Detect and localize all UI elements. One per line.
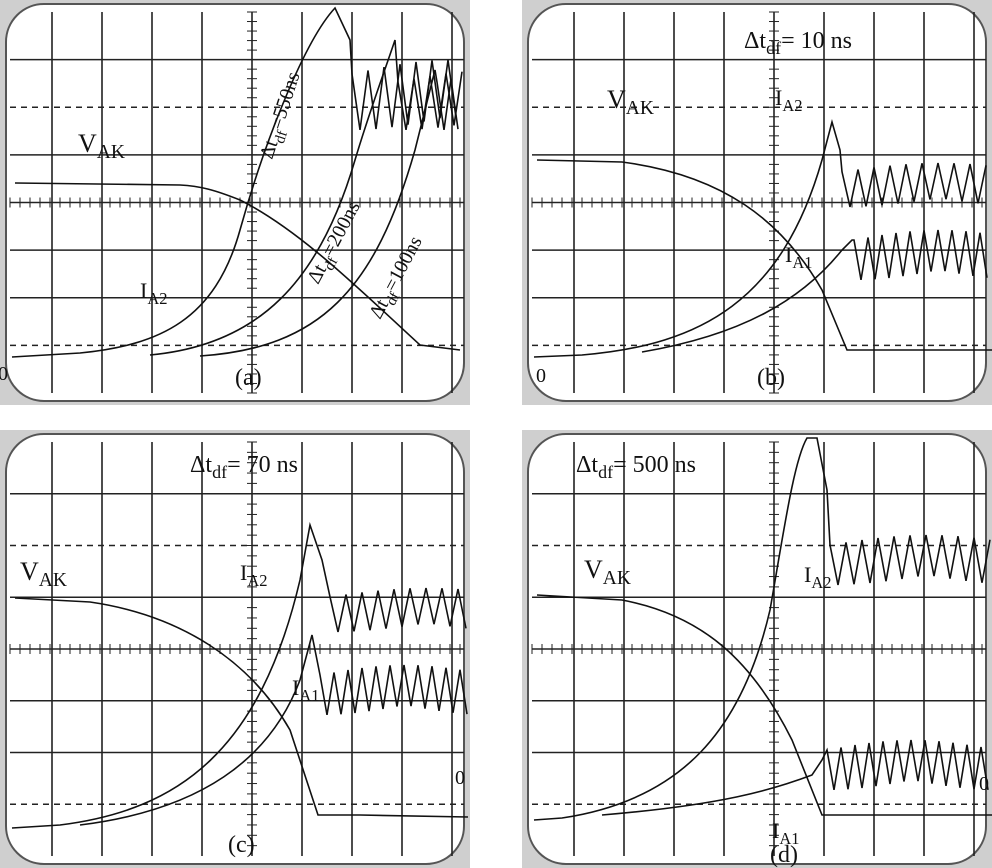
annotation-main: V bbox=[78, 129, 97, 158]
annotation: Δtdf= 70 ns bbox=[190, 452, 298, 482]
annotation-sub: AK bbox=[603, 568, 631, 589]
annotation-main: Δt bbox=[190, 452, 212, 478]
trace bbox=[149, 39, 463, 356]
annotation-sub: df bbox=[766, 38, 781, 58]
zero-label: 0 bbox=[536, 365, 546, 387]
annotation-main: I bbox=[775, 85, 782, 110]
trace bbox=[533, 437, 991, 821]
trace bbox=[533, 118, 987, 358]
annotation: IA1 bbox=[785, 242, 813, 272]
annotation: IA2 bbox=[804, 562, 832, 592]
trace bbox=[199, 69, 459, 357]
annotation-sub: AK bbox=[39, 570, 67, 591]
annotation-rest: = 500 ns bbox=[613, 452, 696, 478]
annotation-sub: AK bbox=[97, 142, 125, 163]
trace bbox=[536, 594, 992, 816]
zero-label: 0 bbox=[979, 773, 989, 795]
trace bbox=[601, 739, 989, 816]
annotation: IA1 bbox=[772, 818, 800, 848]
annotation-main: Δt bbox=[576, 452, 598, 478]
panel-label: (c) bbox=[228, 832, 255, 858]
panel-label: (a) bbox=[235, 365, 262, 391]
annotation-rest: = 10 ns bbox=[781, 28, 852, 54]
annotation-sub: df bbox=[272, 129, 291, 146]
trace bbox=[536, 159, 992, 351]
annotation-sub: AK bbox=[626, 98, 654, 119]
annotation-main: I bbox=[292, 675, 299, 700]
annotation-main: Δt bbox=[744, 28, 766, 54]
annotation: IA2 bbox=[775, 85, 803, 115]
trace bbox=[14, 597, 469, 818]
annotation: Δtdf= 500 ns bbox=[576, 452, 696, 482]
annotation-sub: A1 bbox=[779, 829, 799, 848]
annotation-sub: A1 bbox=[299, 686, 319, 705]
annotation-sub: A2 bbox=[782, 96, 802, 115]
trace bbox=[14, 182, 461, 351]
annotation: Δtdf= 10 ns bbox=[744, 28, 852, 58]
annotation-rest: = 70 ns bbox=[227, 452, 298, 478]
trace bbox=[11, 6, 457, 358]
zero-label: 0 bbox=[0, 363, 8, 385]
annotation: IA2 bbox=[140, 278, 168, 308]
annotation-main: I bbox=[804, 562, 811, 587]
annotation-main: V bbox=[607, 85, 626, 114]
annotation-main: I bbox=[785, 242, 792, 267]
trace bbox=[79, 634, 468, 826]
trace bbox=[641, 229, 988, 353]
annotation: VAK bbox=[78, 129, 125, 163]
annotation: VAK bbox=[20, 557, 67, 591]
annotation: IA2 bbox=[240, 560, 268, 590]
annotation-main: I bbox=[240, 560, 247, 585]
annotation: VAK bbox=[607, 85, 654, 119]
annotation-main: I bbox=[772, 818, 779, 843]
annotation-sub: df bbox=[212, 462, 227, 482]
annotation: VAK bbox=[584, 555, 631, 589]
annotation-sub: A1 bbox=[792, 253, 812, 272]
zero-label: 0 bbox=[455, 767, 465, 789]
annotation-main: I bbox=[140, 278, 147, 303]
annotation-sub: A2 bbox=[811, 573, 831, 592]
panel-label: (d) bbox=[770, 842, 798, 868]
panel-label: (b) bbox=[757, 365, 785, 391]
annotation-sub: A2 bbox=[247, 571, 267, 590]
annotation-sub: df bbox=[598, 462, 613, 482]
annotation: IA1 bbox=[292, 675, 320, 705]
annotation-sub: A2 bbox=[147, 289, 167, 308]
trace bbox=[11, 521, 467, 829]
annotation-main: V bbox=[584, 555, 603, 584]
annotation-main: V bbox=[20, 557, 39, 586]
